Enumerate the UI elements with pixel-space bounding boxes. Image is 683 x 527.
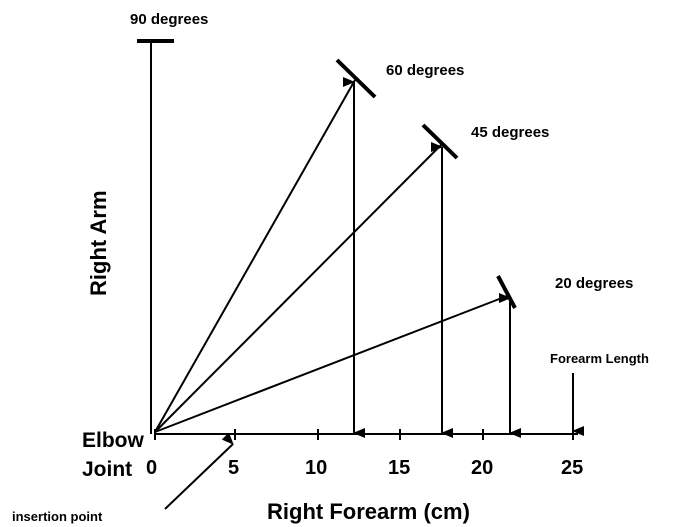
elbow-label: Elbow <box>82 429 144 452</box>
y-axis-title: Right Arm <box>86 190 111 296</box>
arm-45 <box>154 144 442 433</box>
tick-label-0: 0 <box>146 457 157 479</box>
angle-label-20: 20 degrees <box>555 275 633 292</box>
tick-label-20: 20 <box>471 457 493 479</box>
arm-20 <box>154 295 508 433</box>
tick-label-10: 10 <box>305 457 327 479</box>
arm-60 <box>154 79 356 433</box>
insertion-point-label: insertion point <box>12 509 103 524</box>
arm-45-tip <box>421 123 459 160</box>
x-axis-title: Right Forearm (cm) <box>267 499 470 524</box>
insertion-point-arrow <box>164 432 234 510</box>
tick-label-15: 15 <box>388 457 410 479</box>
angle-label-45: 45 degrees <box>471 124 549 141</box>
joint-label: Joint <box>82 458 132 481</box>
angle-label-60: 60 degrees <box>386 62 464 79</box>
arm-60-tip <box>335 58 377 99</box>
forearm-length-label: Forearm Length <box>550 351 649 366</box>
tick-label-5: 5 <box>228 457 239 479</box>
angle-label-90: 90 degrees <box>130 11 208 28</box>
arm-20-tip <box>496 275 517 309</box>
tick-label-25: 25 <box>561 457 583 479</box>
